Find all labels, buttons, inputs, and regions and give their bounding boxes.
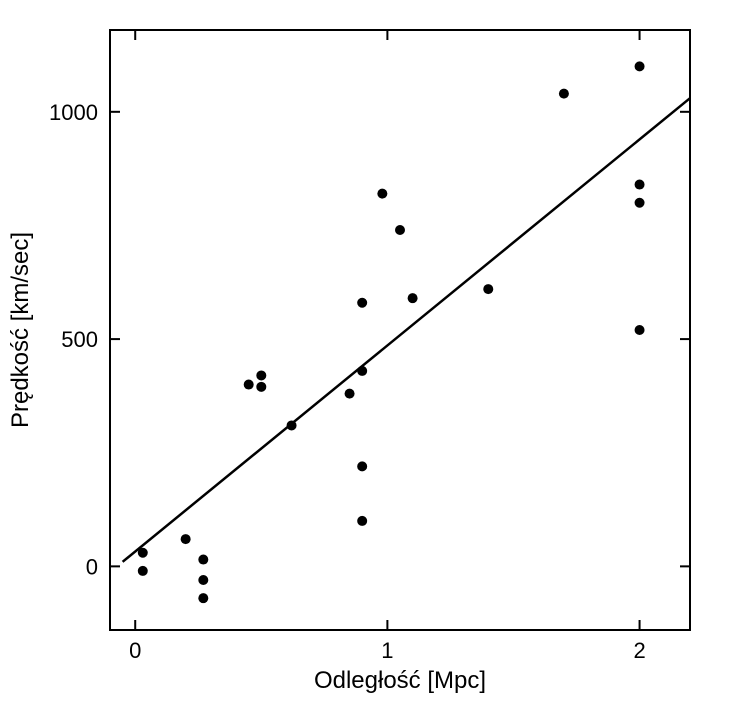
x-tick-label: 1 xyxy=(381,638,393,663)
data-point xyxy=(357,461,367,471)
data-point xyxy=(377,189,387,199)
data-point xyxy=(357,366,367,376)
data-point xyxy=(181,534,191,544)
data-point xyxy=(357,298,367,308)
data-point xyxy=(635,61,645,71)
data-point xyxy=(559,89,569,99)
data-point xyxy=(244,380,254,390)
data-point xyxy=(483,284,493,294)
data-point xyxy=(287,420,297,430)
data-point xyxy=(138,566,148,576)
data-point xyxy=(357,516,367,526)
data-point xyxy=(138,548,148,558)
chart-svg: 0 1 2 0 500 1000 Odległość [Mpc] Prędkość [km/s… xyxy=(0,0,731,712)
x-tick-label: 2 xyxy=(633,638,645,663)
x-axis-label: Odległość [Mpc] xyxy=(314,667,486,694)
data-point xyxy=(635,198,645,208)
data-point xyxy=(345,389,355,399)
data-point xyxy=(635,325,645,335)
y-tick-label: 1000 xyxy=(49,100,98,125)
data-point xyxy=(256,382,266,392)
data-point xyxy=(635,180,645,190)
y-axis-label: Prędkość [km/sec] xyxy=(7,232,34,428)
scatter-chart: 0 1 2 0 500 1000 Odległość [Mpc] Prędkość [km/s… xyxy=(0,0,731,712)
y-tick-label: 0 xyxy=(86,554,98,579)
data-point xyxy=(256,370,266,380)
data-point xyxy=(198,555,208,565)
x-tick-label: 0 xyxy=(129,638,141,663)
data-point xyxy=(198,575,208,585)
y-tick-label: 500 xyxy=(61,327,98,352)
data-point xyxy=(408,293,418,303)
data-point xyxy=(198,593,208,603)
data-point xyxy=(395,225,405,235)
